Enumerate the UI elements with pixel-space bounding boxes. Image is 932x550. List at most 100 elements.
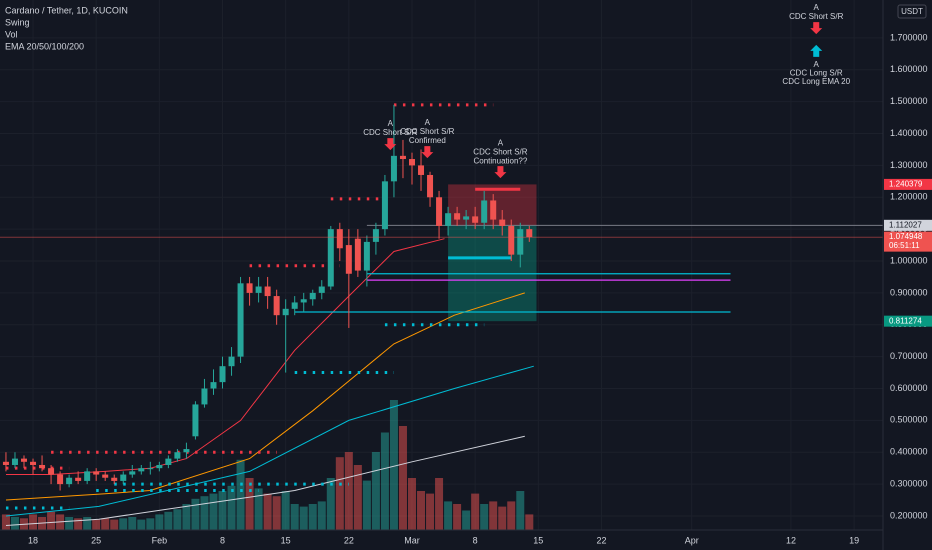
y-tick-label: 0.500000 (890, 415, 928, 425)
price-tag-label: 1.112027 (889, 220, 922, 229)
volume-bar (407, 478, 416, 530)
candle-body (517, 229, 524, 255)
volume-bar (389, 400, 398, 530)
candle-body (481, 200, 488, 223)
volume-bar (92, 519, 101, 530)
y-tick-label: 0.300000 (890, 478, 928, 488)
candle-body (499, 219, 506, 226)
volume-bar (480, 504, 489, 530)
candle-body (246, 283, 253, 293)
candle-body (336, 229, 343, 249)
volume-bar (525, 514, 534, 530)
y-tick-label: 0.200000 (890, 510, 928, 520)
candle-body (264, 286, 271, 297)
annotation-text: A (388, 119, 394, 128)
arrow-down (421, 146, 434, 159)
y-tick-label: 1.000000 (890, 255, 928, 265)
candle-body (508, 225, 515, 255)
candle-body (427, 174, 434, 198)
volume-bar (380, 432, 389, 530)
candle-body (201, 388, 208, 405)
volume-bar (398, 426, 407, 530)
candle-body (354, 238, 361, 271)
candle-body (445, 213, 452, 226)
volume-bar (498, 506, 507, 530)
candle-body (48, 468, 55, 475)
annotation-text: CDC Short S/R (473, 147, 527, 156)
volume-bar (254, 488, 263, 530)
candle-body (381, 181, 388, 230)
volume-bar (155, 514, 164, 530)
volume-bar (65, 517, 74, 530)
candle-body (418, 165, 425, 175)
y-tick-label: 1.300000 (890, 160, 928, 170)
volume-bar (128, 517, 137, 530)
candle-body (318, 286, 325, 293)
candle-body (147, 468, 154, 470)
volume-bar (209, 493, 218, 530)
x-tick-label: 22 (344, 535, 354, 545)
price-tag (884, 178, 932, 190)
candle-body (436, 197, 443, 226)
volume-bar (489, 501, 498, 530)
x-tick-label: 22 (596, 535, 606, 545)
volume-bar (344, 452, 353, 530)
price-tag-label: 1.074948 (889, 232, 923, 241)
volume-bar (471, 493, 480, 530)
volume-bar (218, 491, 227, 530)
y-tick-label: 0.700000 (890, 351, 928, 361)
volume-bar (101, 518, 110, 530)
volume-bar (417, 491, 426, 530)
volume-bar (507, 501, 516, 530)
annotation-text: CDC Short S/R (789, 12, 843, 21)
volume-bar (272, 496, 281, 530)
indicator-label: Vol (5, 29, 18, 39)
candle-body (165, 458, 172, 465)
annotation-text: CDC Long S/R (790, 69, 843, 78)
volume-bar (299, 506, 308, 530)
price-tag-label: 1.240379 (889, 180, 923, 189)
price-tag (884, 315, 932, 327)
candle-body (327, 229, 334, 287)
volume-bar (444, 501, 453, 530)
chart-title: Cardano / Tether, 1D, KUCOIN (5, 5, 128, 15)
candle-body (57, 474, 64, 485)
currency-label[interactable]: USDT (901, 7, 923, 16)
x-tick-label: Mar (404, 535, 420, 545)
candle-body (156, 464, 163, 469)
candle-body (21, 458, 28, 462)
volume-bar (371, 452, 380, 530)
candle-body (345, 245, 352, 274)
volume-bar (263, 493, 272, 530)
candle-body (300, 299, 307, 303)
volume-bar (435, 478, 444, 530)
volume-bar (281, 491, 290, 530)
volume-bar (462, 510, 471, 530)
y-tick-label: 0.400000 (890, 447, 928, 457)
candle-body (490, 200, 497, 220)
candle-body (282, 308, 289, 316)
candle-body (219, 366, 226, 383)
volume-bar (308, 504, 317, 530)
candle-body (399, 155, 406, 160)
x-tick-label: 12 (786, 535, 796, 545)
arrow-down (810, 22, 823, 35)
volume-bar (353, 465, 362, 530)
volume-bar (110, 519, 119, 530)
currency-badge[interactable] (897, 4, 927, 19)
volume-bar (47, 511, 56, 530)
y-tick-label: 1.500000 (890, 96, 928, 106)
volume-bar (516, 491, 525, 530)
volume-bar (119, 518, 128, 530)
annotation-text: CDC Short S/R (400, 127, 454, 136)
candle-body (66, 477, 73, 485)
candle-body (237, 283, 244, 357)
y-tick-label: 1.400000 (890, 128, 928, 138)
candle-body (102, 474, 109, 478)
annotation-text: A (814, 3, 820, 12)
